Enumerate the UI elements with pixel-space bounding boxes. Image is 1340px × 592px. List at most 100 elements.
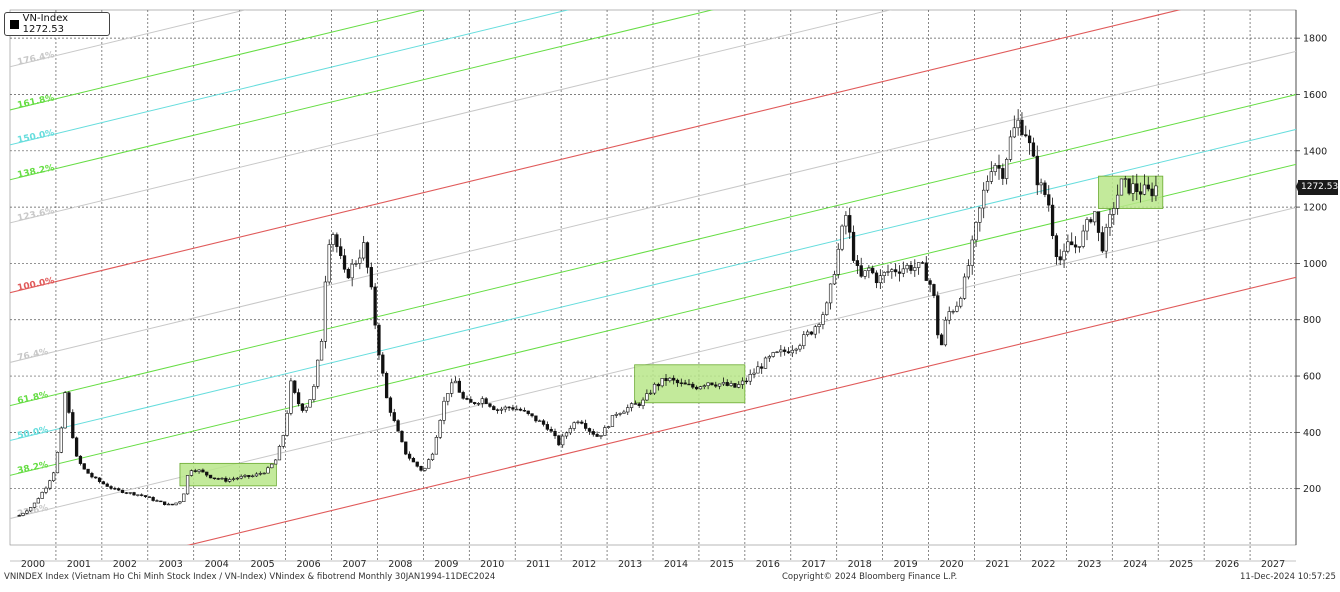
candle-body bbox=[1150, 188, 1154, 197]
fib-line-0.0% bbox=[186, 276, 1296, 545]
y-tick-label: 1400 bbox=[1303, 146, 1327, 157]
candle-body bbox=[1119, 178, 1124, 196]
candle-body bbox=[725, 382, 729, 386]
candle-body bbox=[235, 477, 239, 480]
x-tick-label: 2015 bbox=[710, 559, 734, 570]
candle-body bbox=[790, 349, 794, 354]
candle-body bbox=[327, 244, 331, 283]
fib-label: 0.0% bbox=[149, 544, 176, 559]
candle-body bbox=[90, 473, 94, 478]
x-tick-label: 2017 bbox=[802, 559, 826, 570]
fib-label: 50.0% bbox=[17, 425, 50, 441]
candle-body bbox=[1142, 184, 1147, 195]
candle-body bbox=[748, 373, 752, 382]
candle-body bbox=[457, 380, 461, 393]
fib-line-76.4% bbox=[10, 50, 1296, 363]
candle-body bbox=[94, 476, 98, 479]
candle-body bbox=[989, 171, 993, 182]
candle-body bbox=[427, 459, 431, 469]
candle-body bbox=[1043, 182, 1047, 195]
candle-body bbox=[890, 269, 894, 272]
candle-body bbox=[714, 384, 718, 387]
candle-body bbox=[453, 380, 458, 384]
x-tick-label: 2016 bbox=[756, 559, 780, 570]
candle-body bbox=[786, 351, 791, 354]
candle-body bbox=[561, 435, 565, 446]
candle-body bbox=[706, 382, 710, 386]
candle-body bbox=[851, 231, 856, 261]
candle-body bbox=[740, 380, 745, 385]
footer-description: VNINDEX Index (Vietnam Ho Chi Minh Stock… bbox=[4, 572, 496, 582]
candle-body bbox=[763, 357, 768, 369]
candle-body bbox=[825, 302, 829, 315]
candle-body bbox=[373, 286, 377, 326]
candle-body bbox=[886, 271, 890, 273]
candle-body bbox=[721, 382, 726, 385]
candle-body bbox=[1089, 219, 1093, 223]
candle-body bbox=[335, 234, 339, 247]
candle-body bbox=[120, 489, 125, 493]
candle-body bbox=[251, 475, 255, 478]
candle-body bbox=[182, 493, 186, 502]
candle-body bbox=[580, 421, 584, 424]
candle-body bbox=[805, 331, 810, 335]
candle-body bbox=[744, 380, 749, 383]
y-tick-label: 1800 bbox=[1303, 34, 1327, 45]
candle-body bbox=[415, 461, 419, 467]
candle-body bbox=[966, 265, 971, 278]
candle-body bbox=[982, 189, 986, 209]
x-tick-label: 2004 bbox=[205, 559, 229, 570]
candle-body bbox=[71, 412, 75, 439]
candle-body bbox=[434, 437, 439, 455]
fib-label: 100.0% bbox=[17, 276, 56, 294]
candle-body bbox=[871, 267, 875, 274]
candle-body bbox=[358, 257, 362, 264]
candle-body bbox=[212, 477, 217, 480]
candle-body bbox=[388, 397, 393, 413]
candle-body bbox=[365, 242, 370, 268]
candle-body bbox=[518, 408, 523, 411]
candle-body bbox=[174, 502, 178, 506]
candle-body bbox=[660, 378, 664, 387]
candle-body bbox=[1135, 183, 1139, 192]
candle-body bbox=[450, 382, 454, 394]
candle-body bbox=[220, 477, 224, 480]
candle-body bbox=[384, 372, 389, 399]
candle-body bbox=[1047, 194, 1051, 206]
candle-body bbox=[530, 413, 534, 417]
fib-label: 150.0% bbox=[17, 128, 56, 146]
candle-body bbox=[545, 424, 550, 430]
candle-body bbox=[411, 458, 416, 463]
x-tick-label: 2024 bbox=[1123, 559, 1147, 570]
candle-body bbox=[331, 234, 335, 245]
x-tick-label: 2006 bbox=[296, 559, 320, 570]
candle-body bbox=[932, 284, 936, 296]
candle-body bbox=[1027, 135, 1032, 144]
candle-body bbox=[78, 455, 83, 464]
candle-body bbox=[591, 431, 595, 435]
candle-body bbox=[867, 267, 871, 271]
candle-body bbox=[947, 311, 951, 321]
candle-body bbox=[564, 432, 569, 437]
candle-body bbox=[568, 428, 572, 434]
x-tick-label: 2026 bbox=[1215, 559, 1239, 570]
legend: VN-Index 1272.53 bbox=[4, 12, 110, 36]
candle-body bbox=[614, 413, 618, 416]
candle-body bbox=[1116, 194, 1120, 209]
candle-body bbox=[407, 453, 412, 459]
candle-body bbox=[465, 398, 469, 400]
candle-body bbox=[541, 420, 546, 425]
candle-body bbox=[258, 473, 262, 475]
candle-body bbox=[503, 406, 507, 410]
candle-body bbox=[717, 383, 722, 387]
candle-body bbox=[1001, 168, 1005, 179]
candle-body bbox=[928, 280, 932, 285]
candle-body bbox=[316, 359, 320, 387]
candle-body bbox=[1039, 182, 1043, 186]
candle-body bbox=[618, 413, 622, 415]
candle-body bbox=[916, 262, 921, 268]
candle-body bbox=[97, 477, 102, 482]
candle-body bbox=[997, 165, 1001, 169]
candle-body bbox=[557, 435, 561, 446]
candle-body bbox=[185, 475, 190, 495]
